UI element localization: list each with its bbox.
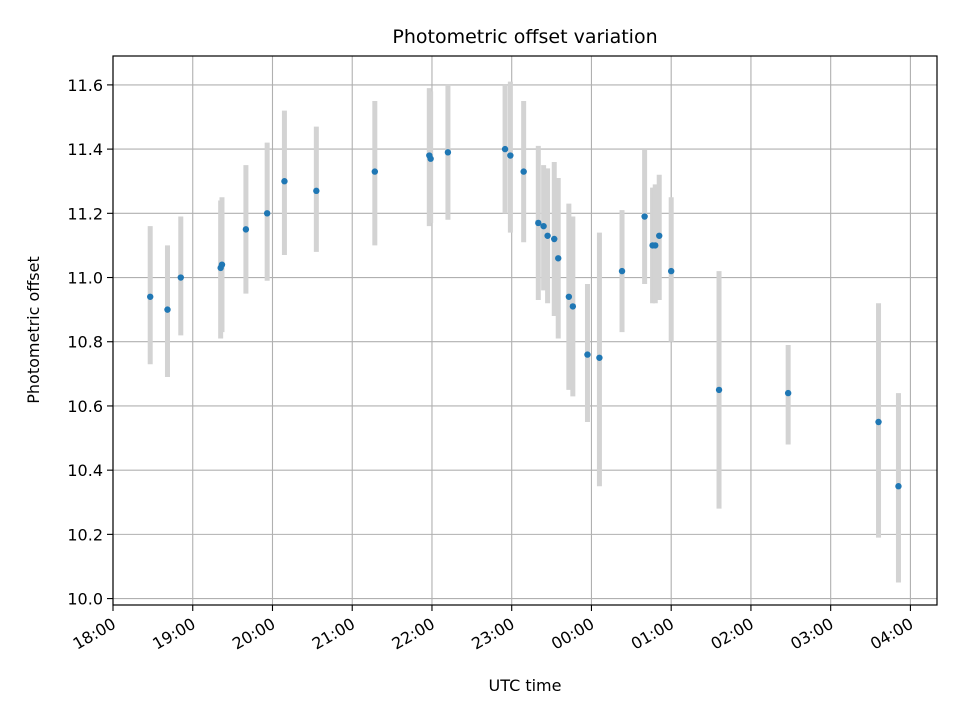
data-point bbox=[313, 187, 320, 195]
y-axis: 10.0 10.2 10.4 10.6 10.8 11.0 11.2 11.4 11.6 bbox=[67, 76, 113, 609]
data-point bbox=[507, 152, 514, 159]
y-axis-title: Photometric offset bbox=[24, 256, 43, 404]
data-point bbox=[177, 274, 184, 281]
data-point bbox=[444, 149, 452, 156]
data-point bbox=[551, 235, 558, 243]
data-point bbox=[618, 267, 626, 275]
y-tick-label: 10.4 bbox=[67, 461, 103, 480]
y-tick-label: 10.0 bbox=[67, 590, 103, 609]
data-point bbox=[569, 303, 577, 310]
data-point bbox=[895, 483, 902, 490]
data-point bbox=[242, 226, 250, 233]
data-point bbox=[565, 293, 573, 300]
data-point bbox=[596, 354, 603, 361]
data-point bbox=[555, 255, 562, 262]
y-tick-label: 11.0 bbox=[67, 269, 103, 288]
data-point bbox=[147, 293, 154, 300]
data-point bbox=[652, 242, 659, 249]
y-tick-label: 11.6 bbox=[67, 76, 103, 95]
data-point bbox=[535, 219, 542, 227]
y-tick-label: 11.2 bbox=[67, 204, 103, 223]
data-point bbox=[427, 155, 434, 162]
x-axis-title: UTC time bbox=[489, 676, 562, 695]
data-point bbox=[544, 232, 551, 239]
y-tick-label: 10.8 bbox=[67, 333, 103, 352]
plot-frame bbox=[112, 55, 938, 606]
data-point bbox=[520, 168, 527, 175]
chart-title: Photometric offset variation bbox=[392, 26, 657, 48]
data-point bbox=[656, 232, 663, 239]
data-point bbox=[540, 222, 547, 230]
data-point bbox=[281, 178, 288, 185]
data-point bbox=[501, 145, 509, 153]
y-tick-label: 10.6 bbox=[67, 397, 103, 416]
data-point bbox=[164, 306, 171, 313]
data-point bbox=[875, 418, 882, 426]
data-point bbox=[641, 213, 648, 220]
y-tick-label: 10.2 bbox=[67, 525, 103, 544]
data-point bbox=[784, 389, 792, 397]
y-tick-label: 11.4 bbox=[67, 140, 103, 159]
data-point bbox=[218, 261, 226, 268]
data-point bbox=[263, 210, 271, 217]
data-point bbox=[667, 267, 675, 275]
data-points bbox=[147, 145, 902, 490]
data-point bbox=[584, 351, 591, 358]
data-point bbox=[715, 386, 723, 394]
data-point bbox=[371, 168, 379, 175]
